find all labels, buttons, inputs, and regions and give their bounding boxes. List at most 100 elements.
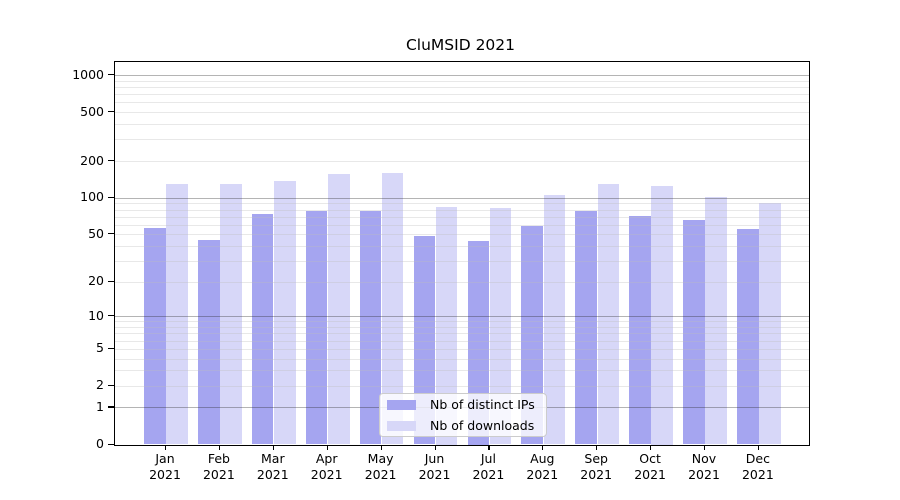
y-tick-label-100: 100 bbox=[80, 189, 104, 205]
y-tick-20 bbox=[108, 280, 114, 282]
legend-label-downloads: Nb of downloads bbox=[430, 418, 535, 433]
bar-downloads-may bbox=[381, 172, 404, 445]
gridline-700 bbox=[114, 94, 809, 96]
gridline-80 bbox=[114, 209, 809, 211]
x-tick-aug bbox=[542, 444, 544, 450]
gridline-7 bbox=[114, 333, 809, 335]
gridline-30 bbox=[114, 260, 809, 262]
y-tick-0 bbox=[108, 443, 114, 445]
bar-downloads-dec bbox=[759, 202, 781, 445]
x-tick-label-mar: Mar 2021 bbox=[256, 451, 289, 482]
y-tick-label-50: 50 bbox=[88, 225, 104, 241]
bar-downloads-mar bbox=[274, 181, 296, 445]
gridline-20 bbox=[114, 281, 809, 283]
gridline-3 bbox=[114, 370, 809, 372]
bar-downloads-feb bbox=[220, 184, 242, 445]
bar-downloads-jan bbox=[166, 183, 188, 445]
legend-swatch-distinct-ips bbox=[387, 399, 416, 410]
y-tick-label-500: 500 bbox=[80, 103, 104, 119]
bar-ips-mar bbox=[251, 213, 274, 445]
x-tick-nov bbox=[704, 444, 706, 450]
gridline-900 bbox=[114, 80, 809, 82]
gridline-400 bbox=[114, 124, 809, 126]
bar-ips-sep bbox=[575, 210, 597, 445]
bar-ips-apr bbox=[305, 210, 328, 445]
gridline-9 bbox=[114, 321, 809, 323]
legend-row-downloads: Nb of downloads bbox=[386, 417, 540, 434]
bar-downloads-jul bbox=[489, 208, 512, 445]
y-tick-500 bbox=[108, 111, 114, 113]
bar-ips-jan bbox=[144, 228, 166, 445]
x-tick-jan bbox=[165, 444, 167, 450]
y-tick-100 bbox=[108, 196, 114, 198]
x-tick-label-aug: Aug 2021 bbox=[526, 451, 559, 482]
y-tick-label-5: 5 bbox=[96, 340, 104, 356]
legend-swatch-downloads bbox=[387, 420, 416, 431]
bar-ips-aug bbox=[521, 225, 543, 445]
x-tick-label-jan: Jan 2021 bbox=[149, 451, 181, 482]
bar-ips-dec bbox=[737, 229, 759, 445]
bar-downloads-oct bbox=[651, 186, 673, 445]
x-tick-label-nov: Nov 2021 bbox=[688, 451, 720, 482]
y-tick-2 bbox=[108, 384, 114, 386]
gridline-40 bbox=[114, 246, 809, 247]
x-tick-feb bbox=[218, 444, 221, 450]
bar-downloads-apr bbox=[328, 174, 350, 445]
gridline-500 bbox=[114, 112, 809, 114]
gridline-1000 bbox=[114, 75, 809, 77]
bar-ips-oct bbox=[629, 215, 651, 445]
x-tick-label-feb: Feb 2021 bbox=[202, 451, 235, 482]
y-tick-5 bbox=[108, 347, 114, 349]
gridline-100 bbox=[114, 197, 809, 199]
y-tick-label-10: 10 bbox=[88, 307, 104, 323]
y-tick-label-20: 20 bbox=[88, 273, 104, 289]
x-tick-label-oct: Oct 2021 bbox=[634, 451, 666, 482]
gridline-70 bbox=[114, 216, 809, 218]
legend-label-distinct-ips: Nb of distinct IPs bbox=[430, 397, 535, 412]
x-tick-oct bbox=[650, 444, 652, 450]
x-tick-mar bbox=[272, 444, 274, 450]
x-tick-may bbox=[380, 444, 382, 450]
bar-ips-may bbox=[359, 210, 382, 445]
gridline-5 bbox=[114, 348, 809, 350]
gridline-200 bbox=[114, 161, 809, 162]
bar-downloads-sep bbox=[597, 183, 620, 445]
gridline-8 bbox=[114, 327, 809, 328]
x-tick-dec bbox=[757, 444, 760, 450]
y-tick-50 bbox=[108, 233, 114, 235]
gridline-6 bbox=[114, 340, 809, 342]
x-tick-sep bbox=[596, 444, 598, 450]
y-tick-200 bbox=[108, 160, 114, 162]
x-tick-jul bbox=[488, 444, 490, 450]
bar-downloads-jun bbox=[435, 207, 458, 445]
plot-area bbox=[113, 61, 810, 446]
legend-row-distinct-ips: Nb of distinct IPs bbox=[386, 396, 540, 413]
x-tick-label-jun: Jun 2021 bbox=[418, 451, 451, 482]
gridline-50 bbox=[114, 234, 809, 236]
x-tick-label-jul: Jul 2021 bbox=[472, 451, 505, 482]
y-tick-label-1: 1 bbox=[96, 398, 104, 414]
gridline-10 bbox=[114, 316, 809, 318]
y-tick-10 bbox=[108, 315, 114, 317]
x-tick-label-apr: Apr 2021 bbox=[310, 451, 343, 482]
x-tick-label-sep: Sep 2021 bbox=[580, 451, 613, 482]
gridline-60 bbox=[114, 224, 809, 226]
x-tick-apr bbox=[326, 444, 328, 450]
gridline-600 bbox=[114, 102, 809, 104]
x-tick-label-may: May 2021 bbox=[364, 451, 397, 482]
y-tick-label-200: 200 bbox=[80, 152, 104, 168]
bar-ips-nov bbox=[683, 219, 705, 445]
y-tick-label-1000: 1000 bbox=[72, 66, 104, 82]
gridline-2 bbox=[114, 385, 809, 387]
gridline-90 bbox=[114, 203, 809, 205]
y-tick-1000 bbox=[108, 74, 114, 76]
y-tick-1 bbox=[108, 406, 114, 408]
gridline-4 bbox=[114, 358, 809, 360]
y-tick-label-2: 2 bbox=[96, 377, 104, 393]
legend: Nb of distinct IPs Nb of downloads bbox=[379, 393, 547, 437]
chart-title: CluMSID 2021 bbox=[405, 36, 516, 54]
bar-downloads-aug bbox=[543, 195, 566, 445]
x-tick-jun bbox=[434, 444, 436, 450]
x-tick-label-dec: Dec 2021 bbox=[741, 451, 774, 482]
